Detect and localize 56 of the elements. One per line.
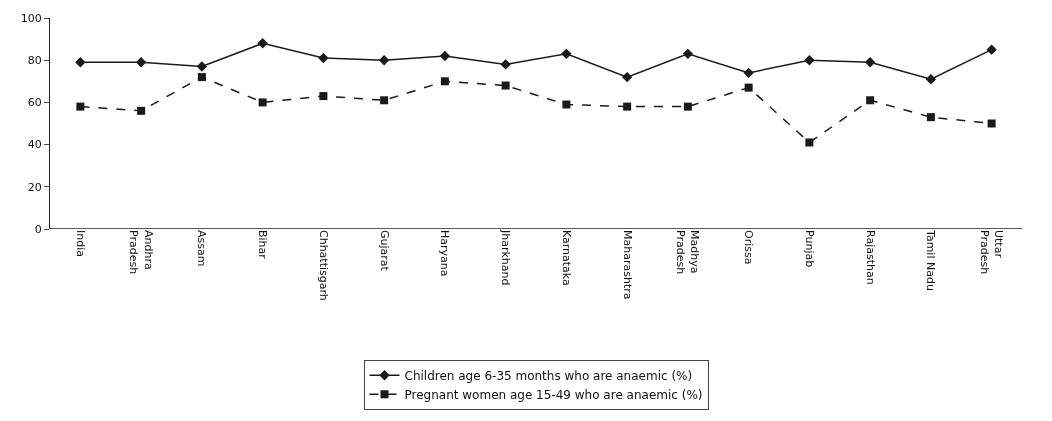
y-tick-label: 0 [34,222,42,236]
point [562,100,571,109]
point [804,55,815,66]
legend-label: Children age 6-35 months who are anaemic (%) [404,369,693,383]
x-tick-label: Gujarat [377,230,391,272]
point [986,44,997,55]
point [258,98,267,107]
point [683,102,692,111]
point [987,119,996,128]
point [319,92,328,101]
point [196,61,208,72]
x-tick-label: Bihar [256,230,270,260]
x-tick-label: Maharashtra [620,230,634,300]
x-tick-label: Uttar Pradesh [977,230,1006,275]
point [440,77,449,86]
x-tick-label: Chhattisgarh [316,230,330,301]
x-tick-label: Rajasthan [863,230,877,285]
point [76,102,85,111]
point [925,73,937,85]
x-tick-label: India [73,230,87,257]
y-tick-label: 100 [20,11,42,25]
point [743,67,754,79]
point [623,102,632,111]
point [501,81,510,90]
point [805,138,814,147]
point [75,57,86,68]
x-tick-label: Tamil Nadu [924,229,938,291]
point [561,48,572,60]
point [682,48,694,60]
point [378,55,390,66]
point [864,57,876,68]
point [866,96,875,105]
point [380,96,389,105]
y-tick-label: 40 [27,138,42,152]
point [621,71,633,83]
x-tick-label: Andhra Pradesh [127,230,155,275]
x-tick-label: Punjab [802,230,816,268]
x-tick-label: Karnataka [559,230,573,286]
x-tick-label: Jharkhand [499,229,513,286]
point [926,113,935,122]
x-tick-label: Haryana [438,230,452,277]
point [197,73,206,82]
point [137,106,146,115]
x-tick-label: Madhya Pradesh [674,230,702,275]
point [318,52,329,64]
legend-label: Pregnant women age 15-49 who are anaemic (%) [404,388,703,402]
point [439,50,451,62]
point [135,57,147,68]
y-tick-label: 80 [27,54,42,68]
point [744,83,753,92]
y-tick-label: 60 [27,96,42,110]
x-tick-label: Assam [195,230,209,267]
point [500,59,511,70]
point [257,38,268,49]
y-tick-label: 20 [27,180,42,194]
x-tick-label: Orissa [742,230,756,265]
